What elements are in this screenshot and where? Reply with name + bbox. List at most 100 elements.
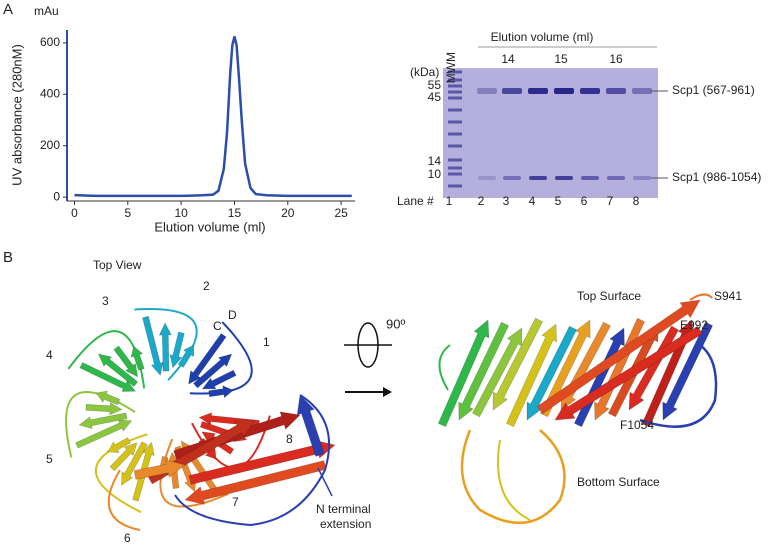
gel-band (528, 88, 548, 94)
gel-band (477, 88, 497, 94)
beta-strand (472, 327, 523, 418)
blade-label: 3 (102, 294, 109, 308)
lane-number: 5 (555, 194, 562, 208)
ladder-band (448, 96, 462, 100)
beta-strand (75, 419, 133, 449)
gel-band (632, 88, 652, 94)
beta-strand (554, 325, 703, 421)
beta-strand (188, 333, 227, 385)
gel-band (529, 176, 547, 180)
ladder-label: 45 (428, 90, 442, 104)
beta-strand (130, 345, 145, 371)
beta-strand (109, 442, 138, 472)
x-tick-label: 0 (71, 206, 78, 220)
beta-strand (121, 441, 148, 486)
x-tick-label: 5 (124, 206, 131, 220)
loop (497, 439, 531, 521)
beta-strand (662, 321, 714, 421)
beta-strand (85, 402, 123, 416)
gel-band (502, 88, 522, 94)
ladder-band (448, 90, 462, 94)
fraction-label: 15 (554, 52, 568, 66)
beta-strand (437, 319, 490, 427)
y-tick-label: 0 (53, 189, 60, 203)
beta-strand (296, 394, 325, 457)
ladder-band (448, 184, 462, 188)
beta-strand (208, 385, 234, 399)
gel-band (554, 88, 574, 94)
ladder-label: 14 (428, 154, 442, 168)
beta-strand (169, 331, 185, 369)
ladder-band (448, 144, 462, 148)
blade-label: 1 (263, 335, 270, 349)
blade-label: 2 (203, 279, 210, 293)
y-tick-label: 400 (40, 86, 60, 100)
view-label: Top View (93, 258, 142, 272)
lane-number: 7 (607, 194, 614, 208)
ladder-label: 10 (428, 167, 442, 181)
beta-strand (193, 353, 233, 389)
loop (689, 293, 713, 301)
annotation: extension (320, 517, 371, 531)
ladder-band (448, 172, 462, 176)
kda-label: (kDa) (410, 65, 439, 79)
x-tick-label: 20 (281, 206, 295, 220)
x-tick-label: 25 (334, 206, 348, 220)
ladder-band (448, 166, 462, 170)
beta-strand (506, 323, 557, 428)
residue-label: S941 (714, 289, 742, 303)
artwork (65, 68, 718, 531)
gel-header: Elution volume (ml) (491, 30, 594, 44)
y-tick-label: 200 (40, 138, 60, 152)
annotation: N terminal (316, 502, 371, 516)
beta-strand (97, 353, 139, 387)
gel-band (581, 176, 599, 180)
lane-number: 4 (529, 194, 536, 208)
fraction-label: 16 (609, 52, 623, 66)
blade-label: 5 (46, 452, 53, 466)
lane-number: 6 (581, 194, 588, 208)
rotation-label: 90º (386, 316, 405, 331)
x-axis-label: Elution volume (ml) (154, 219, 265, 234)
residue-label: F1054 (620, 418, 654, 432)
blade-label: 7 (232, 495, 239, 509)
lane-number: 1 (446, 194, 453, 208)
beta-strand (492, 317, 544, 411)
beta-strand (107, 437, 131, 453)
band-label: Scp1 (567-961) (672, 83, 755, 97)
annotation-arrow (317, 467, 333, 497)
ladder-band (448, 132, 462, 136)
loop (438, 344, 451, 391)
beta-strand (537, 299, 701, 415)
x-tick-label: 15 (228, 206, 242, 220)
gel-band (580, 88, 600, 94)
ladder-label: 55 (428, 78, 442, 92)
gel-band (555, 176, 573, 180)
gel-band (606, 88, 626, 94)
panel-label: B (3, 249, 13, 266)
data-line (74, 36, 352, 198)
gel-band (607, 176, 625, 180)
lane-number: 8 (633, 194, 640, 208)
blade-label: 8 (286, 432, 293, 446)
blade-label: 4 (46, 348, 53, 362)
lane-number: 2 (478, 194, 485, 208)
beta-strand (184, 460, 327, 505)
beta-strand (79, 362, 137, 392)
beta-strand (113, 345, 139, 378)
lane-number: 3 (503, 194, 510, 208)
panel-label: A (3, 1, 13, 18)
marker-label: MWM (444, 52, 458, 83)
lane-title: Lane # (397, 194, 434, 208)
y-axis-label: UV absorbance (280nM) (9, 44, 24, 186)
beta-strand (158, 322, 172, 372)
ladder-band (448, 120, 462, 124)
beta-strand (458, 321, 510, 421)
band-label: Scp1 (986-1054) (672, 170, 761, 184)
beta-strand (78, 412, 128, 430)
x-tick-label: 10 (174, 206, 188, 220)
arrow-head (383, 387, 392, 397)
gel-band (478, 176, 496, 180)
